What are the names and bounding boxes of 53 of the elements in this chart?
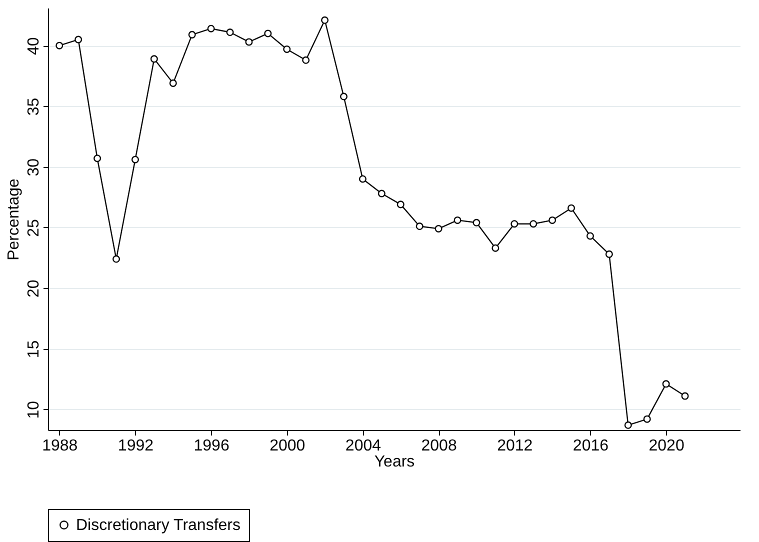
point xyxy=(454,216,462,224)
point xyxy=(605,250,613,258)
point xyxy=(662,380,670,388)
y-axis-title: Percentage xyxy=(6,178,22,260)
y-tick-label: 40 xyxy=(26,37,42,55)
point xyxy=(681,392,689,400)
point xyxy=(264,30,272,38)
point xyxy=(94,154,102,162)
x-tick-label: 2012 xyxy=(497,438,533,454)
y-tick-label: 30 xyxy=(26,158,42,176)
point xyxy=(396,200,404,208)
point xyxy=(131,156,139,164)
point xyxy=(472,218,480,226)
point xyxy=(302,56,310,64)
point xyxy=(340,92,348,100)
point xyxy=(548,216,556,224)
point xyxy=(56,42,64,50)
y-tick-label: 25 xyxy=(26,218,42,237)
point xyxy=(416,222,424,230)
x-tick-label: 1988 xyxy=(42,438,78,454)
x-tick-label: 2008 xyxy=(421,438,457,454)
point xyxy=(283,45,291,53)
point xyxy=(643,415,651,423)
point xyxy=(358,175,366,183)
point xyxy=(169,79,177,87)
y-tick-label: 10 xyxy=(26,400,42,419)
x-tick-label: 2000 xyxy=(270,438,306,454)
point xyxy=(568,204,576,212)
x-axis-title: Years xyxy=(374,454,415,470)
point xyxy=(207,24,215,32)
point xyxy=(530,220,538,228)
point xyxy=(226,28,234,36)
x-tick-label: 2020 xyxy=(648,438,684,454)
x-tick-label: 2016 xyxy=(572,438,609,454)
point xyxy=(112,255,120,263)
point xyxy=(321,16,329,24)
x-tick-label: 1992 xyxy=(118,438,154,454)
point xyxy=(150,55,158,63)
point xyxy=(245,38,253,46)
y-tick-label: 20 xyxy=(26,280,42,298)
point xyxy=(74,36,82,44)
y-tick-label: 35 xyxy=(26,98,42,116)
point xyxy=(624,421,632,429)
x-tick-label: 1996 xyxy=(194,438,230,454)
x-tick-label: 2004 xyxy=(345,438,382,454)
y-tick-label: 15 xyxy=(26,340,42,358)
legend-label: Discretionary Transfers xyxy=(76,517,240,534)
point xyxy=(492,244,500,252)
point xyxy=(586,232,594,240)
point xyxy=(188,30,196,38)
point xyxy=(510,220,518,228)
point xyxy=(378,190,386,198)
point xyxy=(434,224,442,232)
